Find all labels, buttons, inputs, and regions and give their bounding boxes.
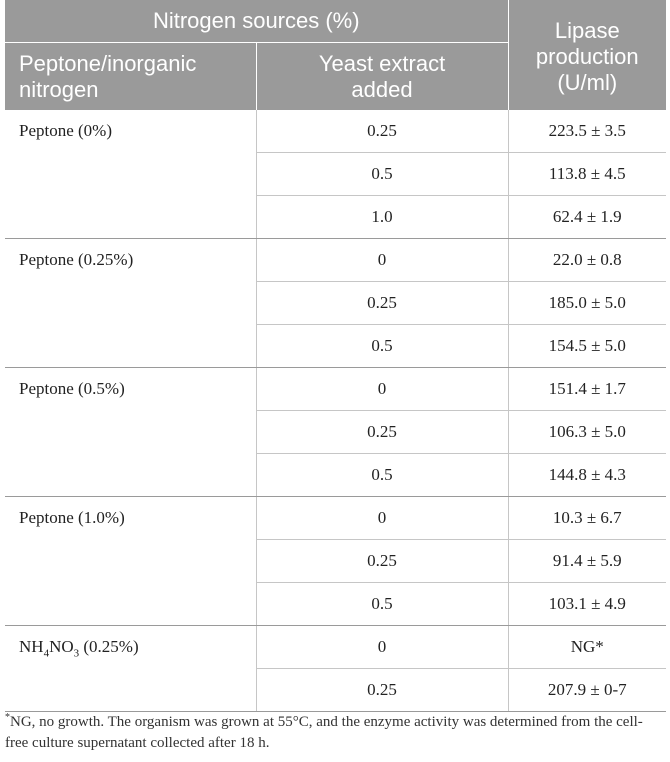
header-lipase-line1: Lipase xyxy=(554,18,620,43)
yeast-cell: 0.25 xyxy=(256,281,509,325)
yeast-cell: 1.0 xyxy=(256,195,509,239)
table-row: 1.0 62.4 ± 1.9 xyxy=(5,195,667,239)
yeast-cell: 0.5 xyxy=(256,152,509,196)
table-footnote: *NG, no growth. The organism was grown a… xyxy=(5,712,665,754)
lipase-cell: 10.3 ± 6.7 xyxy=(508,496,667,540)
table-header: Nitrogen sources (%) Lipase production (… xyxy=(5,0,667,110)
source-cell: NH4NO3 (0.25%) xyxy=(5,625,257,712)
source-cell: Peptone (0.25%) xyxy=(5,238,257,368)
yeast-cell: 0 xyxy=(256,496,509,540)
yeast-cell: 0.25 xyxy=(256,410,509,454)
lipase-cell: NG* xyxy=(508,625,667,669)
yeast-cell: 0.5 xyxy=(256,324,509,368)
table-row: 0.25 91.4 ± 5.9 xyxy=(5,539,667,583)
yeast-cell: 0.25 xyxy=(256,668,509,712)
table-row: 0.5 113.8 ± 4.5 xyxy=(5,152,667,196)
yeast-cell: 0 xyxy=(256,625,509,669)
yeast-cell: 0 xyxy=(256,367,509,411)
table-row: Peptone (0.5%) 0 151.4 ± 1.7 xyxy=(5,367,667,497)
yeast-cell: 0.5 xyxy=(256,582,509,626)
lipase-cell: 207.9 ± 0-7 xyxy=(508,668,667,712)
lipase-cell: 113.8 ± 4.5 xyxy=(508,152,667,196)
lipase-cell: 91.4 ± 5.9 xyxy=(508,539,667,583)
table-row: 0.25 106.3 ± 5.0 xyxy=(5,410,667,454)
table-row: 0.5 154.5 ± 5.0 xyxy=(5,324,667,368)
lipase-table: Nitrogen sources (%) Lipase production (… xyxy=(5,0,667,712)
yeast-cell: 0 xyxy=(256,238,509,282)
source-cell: Peptone (0.5%) xyxy=(5,367,257,497)
lipase-cell: 103.1 ± 4.9 xyxy=(508,582,667,626)
table-row: Peptone (0.25%) 0 22.0 ± 0.8 xyxy=(5,238,667,368)
header-source-line1: Peptone/inorganic xyxy=(19,50,197,76)
lipase-cell: 223.5 ± 3.5 xyxy=(508,110,667,153)
yeast-cell: 0.5 xyxy=(256,453,509,497)
yeast-cell: 0.25 xyxy=(256,110,509,153)
lipase-cell: 185.0 ± 5.0 xyxy=(508,281,667,325)
header-lipase-line3: (U/ml) xyxy=(557,70,618,95)
table-row: 0.25 207.9 ± 0-7 xyxy=(5,668,667,712)
header-nitrogen-sources: Nitrogen sources (%) xyxy=(5,0,509,43)
header-lipase-production: Lipase production (U/ml) xyxy=(507,0,667,110)
table-row: 0.25 185.0 ± 5.0 xyxy=(5,281,667,325)
table-row: Peptone (0%) 0.25 223.5 ± 3.5 xyxy=(5,110,667,239)
lipase-cell: 106.3 ± 5.0 xyxy=(508,410,667,454)
source-cell: Peptone (0%) xyxy=(5,110,257,239)
header-yeast-column: Yeast extract added xyxy=(255,42,509,110)
source-no: NO xyxy=(49,637,74,656)
source-nh: NH xyxy=(19,637,44,656)
header-yeast-line1: Yeast extract xyxy=(318,50,446,76)
lipase-cell: 154.5 ± 5.0 xyxy=(508,324,667,368)
table-body: Peptone (0%) 0.25 223.5 ± 3.5 0.5 113.8 … xyxy=(5,110,667,712)
yeast-cell: 0.25 xyxy=(256,539,509,583)
header-source-column: Peptone/inorganic nitrogen xyxy=(5,42,256,110)
table-row: 0.5 144.8 ± 4.3 xyxy=(5,453,667,497)
lipase-cell: 144.8 ± 4.3 xyxy=(508,453,667,497)
header-source-line2: nitrogen xyxy=(19,76,99,102)
lipase-cell: 62.4 ± 1.9 xyxy=(508,195,667,239)
source-sub-4: 4 xyxy=(43,647,50,660)
header-yeast-line2: added xyxy=(351,76,413,102)
footnote-marker: * xyxy=(5,712,10,723)
lipase-cell: 22.0 ± 0.8 xyxy=(508,238,667,282)
table-row: Peptone (1.0%) 0 10.3 ± 6.7 xyxy=(5,496,667,626)
header-lipase-line2: production xyxy=(535,44,639,69)
source-cell: Peptone (1.0%) xyxy=(5,496,257,626)
table-row: NH4NO3 (0.25%) 0 NG* xyxy=(5,625,667,712)
source-pct: (0.25%) xyxy=(79,637,139,656)
lipase-cell: 151.4 ± 1.7 xyxy=(508,367,667,411)
footnote-text: NG, no growth. The organism was grown at… xyxy=(5,714,643,751)
table-row: 0.5 103.1 ± 4.9 xyxy=(5,582,667,626)
source-sub-3: 3 xyxy=(73,647,80,660)
